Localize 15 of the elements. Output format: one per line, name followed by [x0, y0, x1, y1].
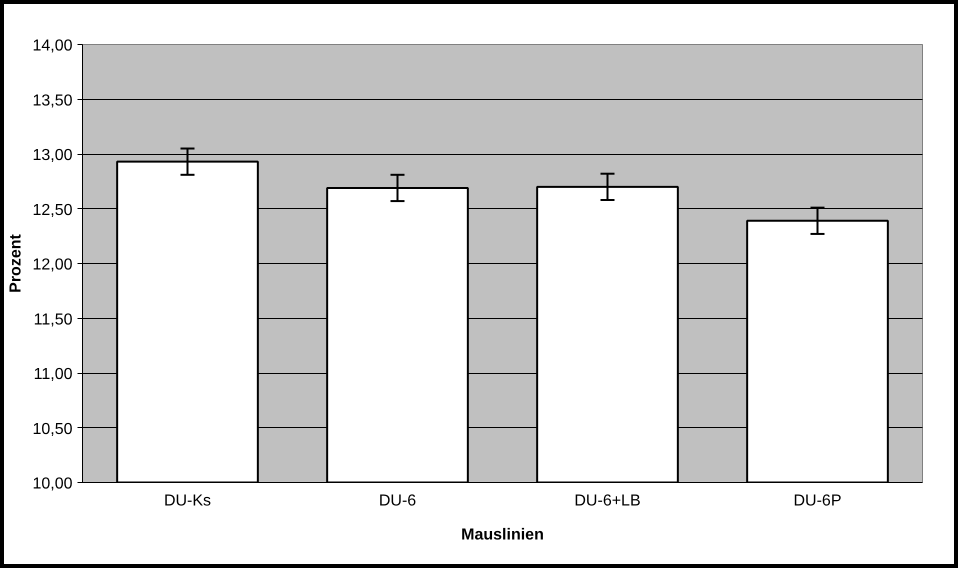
x-tick-label: DU-6 [378, 492, 416, 510]
y-tick-label: 11,50 [34, 311, 73, 328]
y-tick-label: 10,50 [32, 420, 73, 438]
y-tick-label: 14,00 [32, 38, 73, 54]
y-tick-label: 12,50 [32, 202, 73, 219]
y-axis-title: Prozent [7, 233, 24, 293]
y-tick-label: 12,00 [32, 256, 73, 274]
y-tick-label: 10,00 [32, 476, 73, 492]
x-tick-label: DU-6+LB [574, 492, 641, 510]
x-axis-title: Mauslinien [461, 526, 544, 544]
y-tick-label: 11,00 [34, 366, 73, 383]
y-tick-label: 13,00 [32, 147, 73, 164]
x-tick-label: DU-6P [793, 492, 842, 510]
x-tick-label: DU-Ks [164, 492, 212, 510]
y-tick-label: 13,50 [32, 92, 73, 110]
